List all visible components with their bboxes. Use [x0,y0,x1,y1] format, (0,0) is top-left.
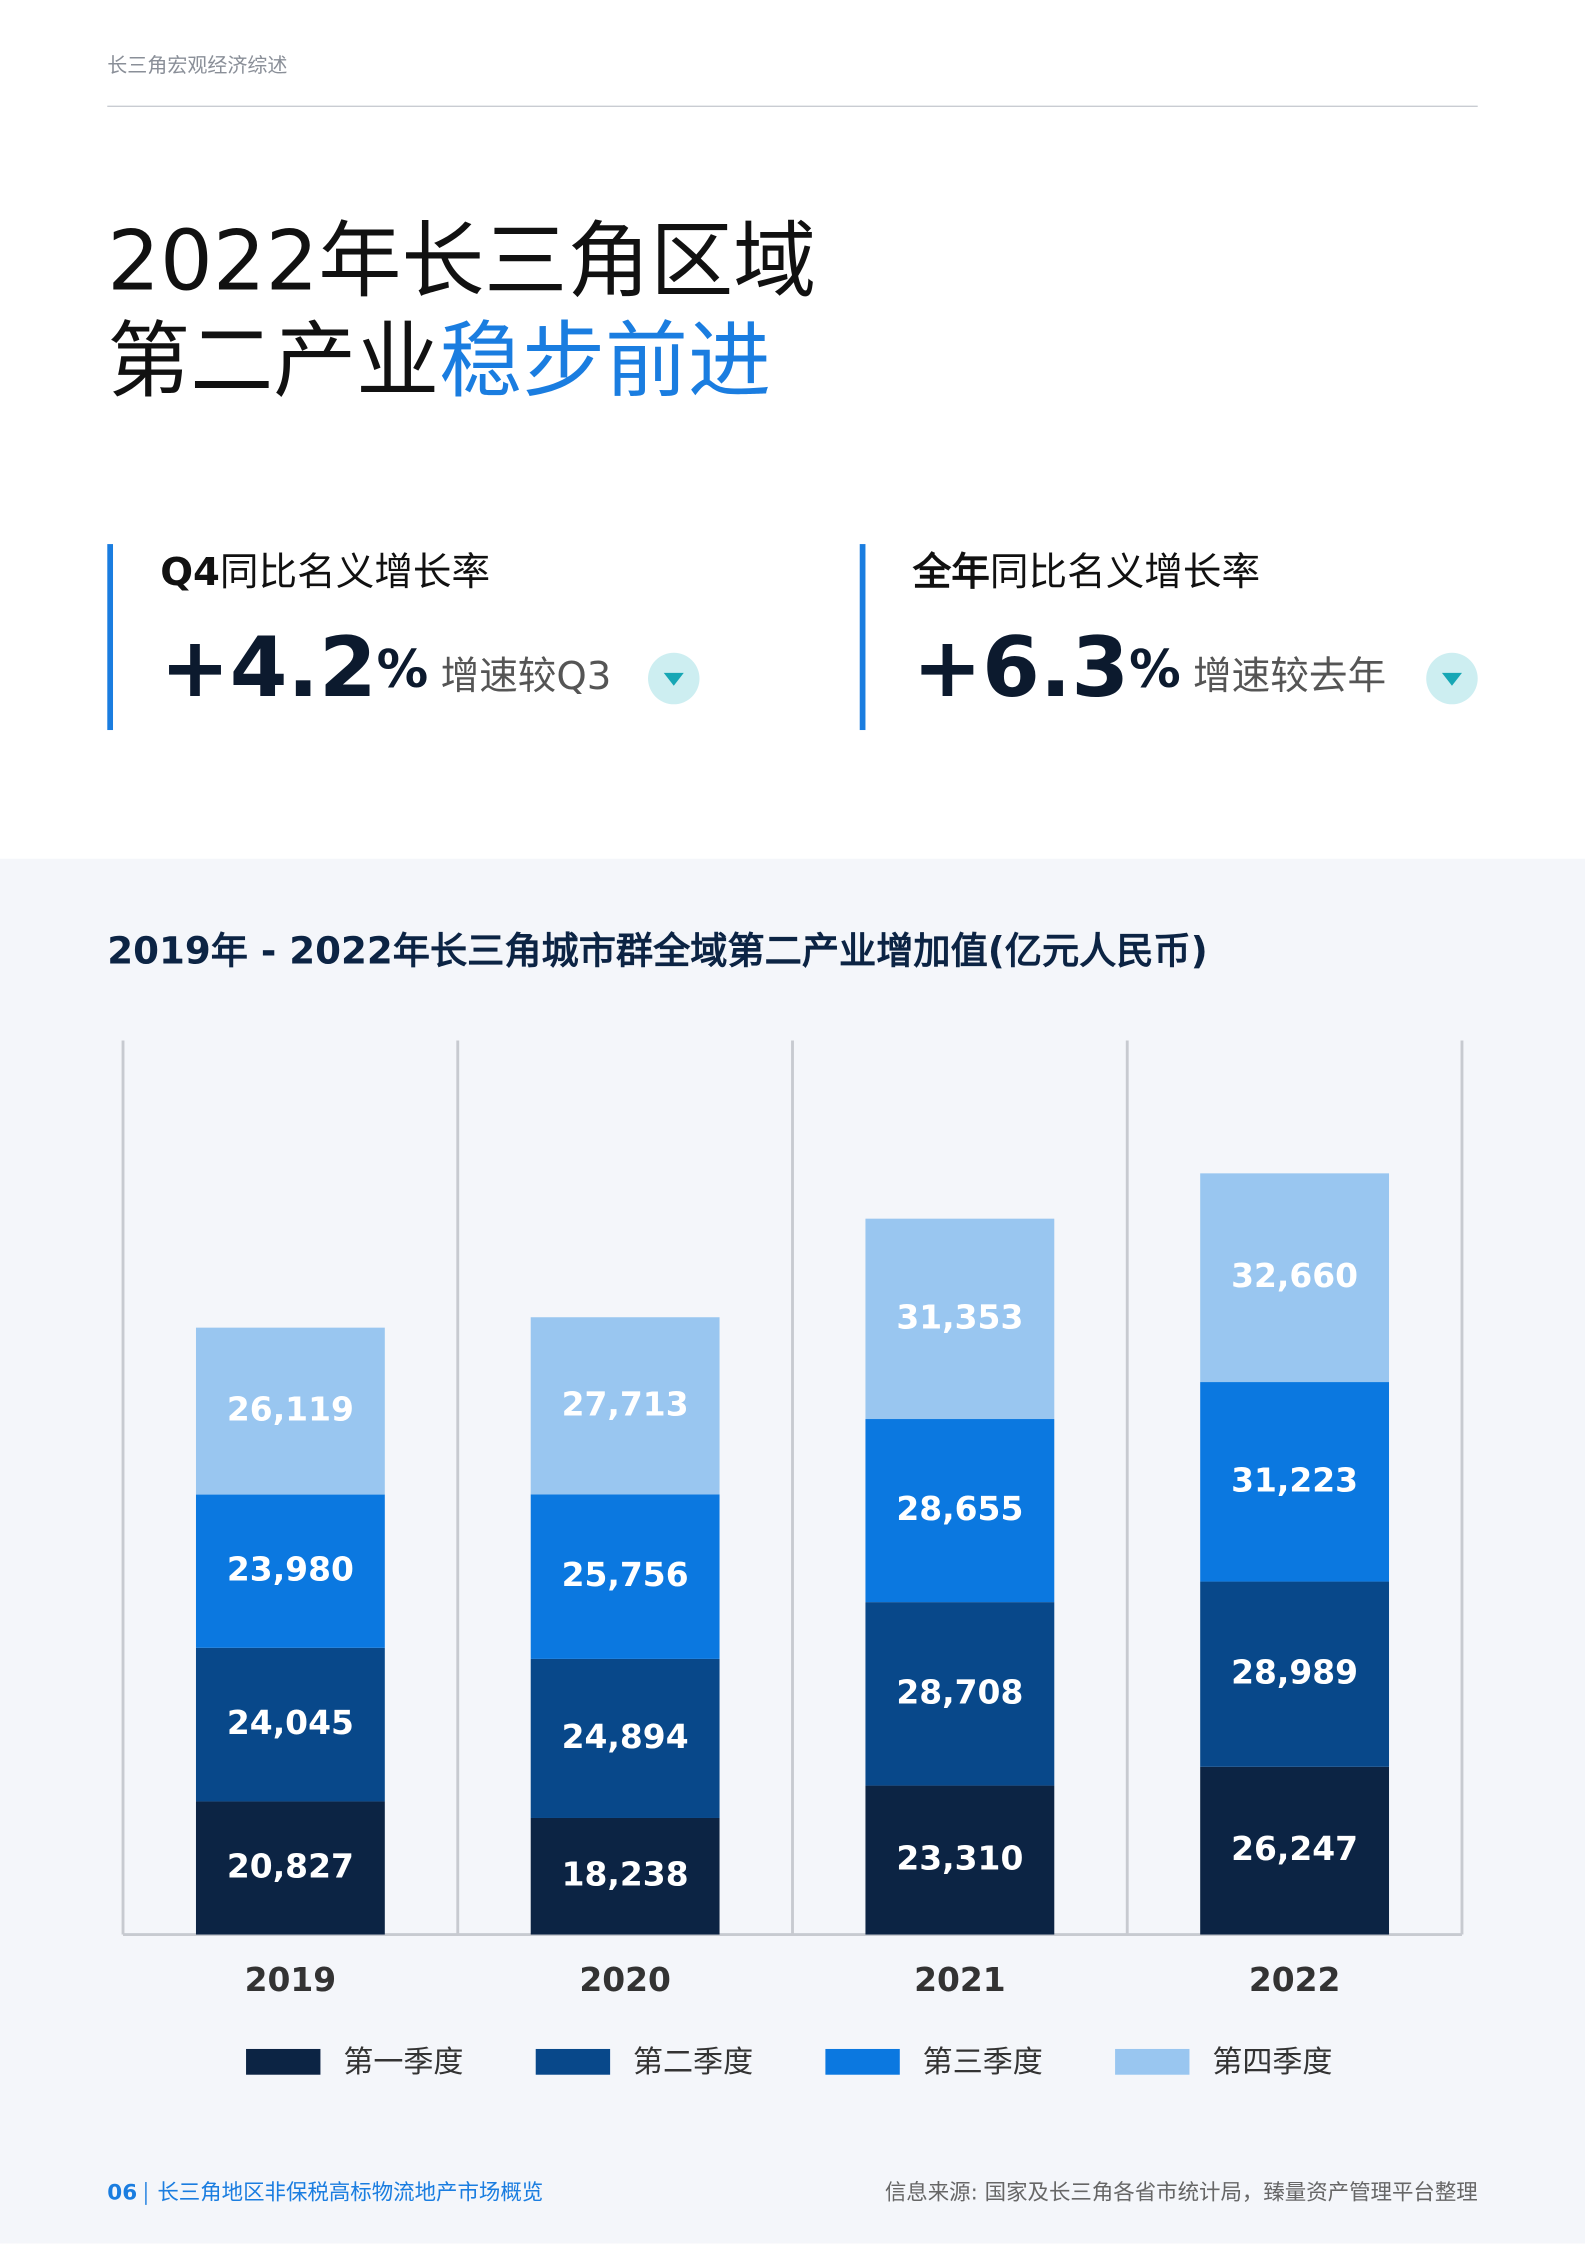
bar-segment [865,1419,1055,1603]
x-tick-label: 2019 [245,1960,337,1999]
title-text: 第二产业 [107,313,439,410]
kpi-label-text: 同比名义增长率 [220,550,490,595]
bar-segment [865,1602,1055,1786]
data-label: 27,713 [562,1384,689,1423]
legend-label: 第三季度 [923,2045,1043,2080]
kpi-unit: % [1129,640,1181,700]
footer-source: 信息来源: 国家及长三角各省市统计局，臻量资产管理平台整理 [885,2180,1478,2205]
legend-label: 第二季度 [633,2045,753,2080]
data-label: 32,660 [1231,1256,1358,1295]
bar-segment [530,1658,720,1818]
kpi-label-text: 同比名义增长率 [990,550,1260,595]
data-label: 31,223 [1231,1460,1358,1499]
kpi-accent [107,544,114,731]
kpi-number: +6.3 [913,619,1129,716]
bar-segment [530,1817,720,1935]
kpi-label-bold: Q4 [160,550,220,595]
bar-segment [195,1494,385,1648]
legend-label: 第一季度 [343,2045,463,2080]
kpi-comparison: 增速较去年 [1193,654,1386,699]
kpi-accent [859,544,866,731]
title-highlight: 稳步前进 [439,313,771,410]
bar-segment [530,1317,720,1495]
x-tick-label: 2020 [579,1960,671,1999]
kpi-indicator-arrow [663,672,684,686]
chart: 20,827 24,045 23,980 26,119 2019 18,238 24,894… [121,1040,1464,2080]
legend-label: 第四季度 [1212,2045,1332,2080]
bar-segment [1200,1173,1390,1383]
data-label: 28,655 [896,1489,1023,1528]
bar-segment [1200,1382,1390,1582]
kpi-indicator-arrow [1441,672,1462,686]
legend-swatch [825,2048,900,2075]
kpi-value: +6.3% [913,619,1181,716]
data-label: 20,827 [227,1846,354,1885]
data-label: 24,894 [562,1717,689,1756]
data-label: 28,989 [1231,1653,1358,1692]
footer-page: 06 [107,2180,137,2205]
bar-segment [195,1647,385,1802]
data-label: 24,045 [227,1703,354,1742]
x-tick-label: 2022 [1249,1960,1341,1999]
bar-segment [1200,1581,1390,1767]
kpi-unit: % [377,640,429,700]
bar-segment [530,1494,720,1659]
legend-swatch [246,2048,321,2075]
data-label: 23,310 [896,1839,1023,1878]
data-label: 26,247 [1231,1829,1358,1868]
data-label: 23,980 [227,1550,354,1589]
title-line: 2022年长三角区域 [107,213,816,310]
data-label: 18,238 [562,1855,689,1894]
legend-swatch [535,2048,611,2075]
chart-title: 2019年 - 2022年长三角城市群全域第二产业增加值(亿元人民币) [107,929,1207,973]
data-label: 28,708 [896,1672,1023,1711]
kpi-label-bold: 全年 [912,550,990,595]
kpi-comparison: 增速较Q3 [441,654,612,699]
bar-segment [195,1327,385,1495]
legend-swatch [1115,2048,1190,2075]
bar-segment [195,1801,385,1935]
kpi-number: +4.2 [160,619,376,716]
kpi-label: Q4同比名义增长率 [160,550,490,595]
data-label: 31,353 [896,1297,1023,1336]
title-line: 第二产业稳步前进 [107,313,771,410]
x-tick-label: 2021 [914,1960,1006,1999]
footer-report: 长三角地区非保税高标物流地产市场概览 [157,2180,543,2205]
data-label: 26,119 [227,1390,354,1429]
bar-segment [1200,1766,1390,1935]
kpi-label: 全年同比名义增长率 [912,550,1260,595]
bar-segment [865,1218,1055,1420]
section-header: 长三角宏观经济综述 [107,53,287,77]
kpi-value: +4.2% [160,619,428,716]
data-label: 25,756 [562,1555,689,1594]
bar-segment [865,1785,1055,1935]
